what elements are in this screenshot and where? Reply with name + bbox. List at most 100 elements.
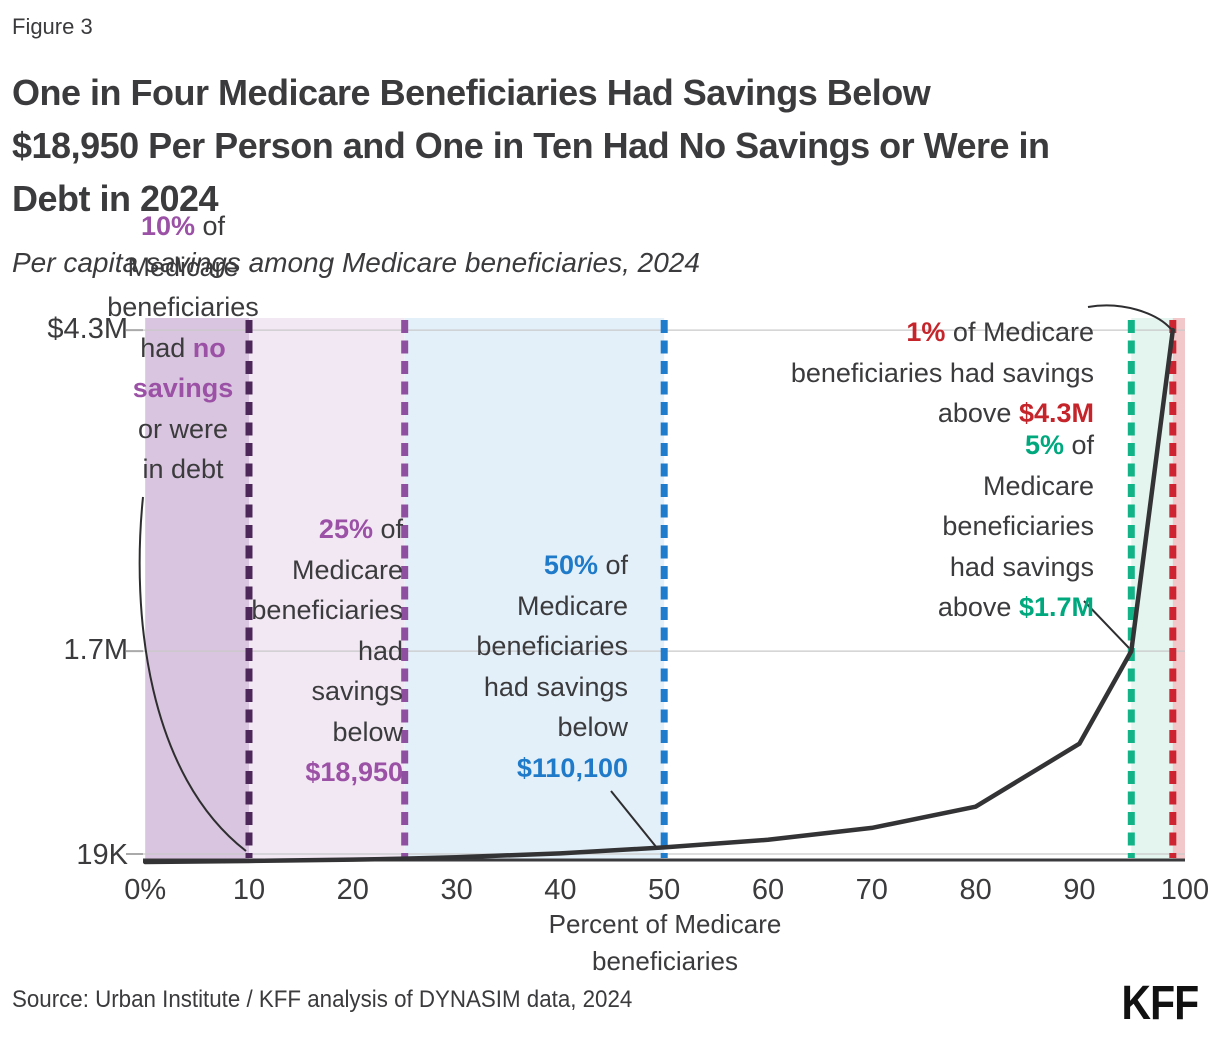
callout-99th-percentile (1087, 304, 1172, 330)
x-tick-label: 0% (124, 874, 167, 906)
annotation-text: Medicare (127, 251, 239, 282)
x-tick-label: 60 (751, 874, 785, 906)
annotation-line: $110,100 (385, 748, 628, 789)
annotation-text: Medicare (982, 470, 1094, 501)
callout-95th-percentile (1083, 600, 1130, 649)
annotation-line: 25% of (157, 509, 403, 550)
annotation-line: beneficiaries (774, 506, 1094, 547)
annotation-text: beneficiaries (942, 511, 1094, 541)
annotation-accent-text: $4.3M (1018, 398, 1094, 428)
annotation-line: below (385, 707, 628, 748)
percentile-band (145, 318, 249, 860)
percentile-band (404, 318, 665, 860)
annotation-line: Medicare (157, 550, 403, 591)
x-tick-label: 80 (959, 874, 992, 906)
annotation-text: or were (137, 413, 229, 444)
annotation-line: 5% of (774, 425, 1094, 466)
callout-10th-percentile (138, 496, 247, 852)
annotation-text: in debt (142, 454, 224, 484)
x-tick-label: 70 (855, 874, 888, 906)
annotation-note-10: 10% of Medicare beneficiaries had no savings… (85, 206, 281, 490)
annotation-text: of (372, 514, 403, 544)
x-tick-label: 40 (544, 874, 577, 906)
annotation-line: 10% of (85, 206, 281, 247)
annotation-accent-text: 10% (140, 211, 195, 241)
x-axis-title-line: Percent of Medicare (548, 909, 782, 939)
annotation-text: beneficiaries had savings (790, 357, 1094, 388)
x-tick-label: 50 (648, 874, 681, 906)
title-line: $18,950 Per Person and One in Ten Had No… (12, 125, 1050, 166)
annotation-line: 1% of Medicare (670, 312, 1094, 353)
annotation-accent-text: $110,100 (516, 752, 628, 783)
annotation-text: above (937, 398, 1019, 428)
annotation-accent-text: $18,950 (305, 757, 403, 787)
annotation-line: or were (85, 409, 281, 450)
annotation-line: below (157, 712, 403, 753)
x-axis-title: Percent of Medicare beneficiaries (465, 906, 865, 980)
y-tick-label: $4.3M (47, 313, 128, 346)
annotation-note-1: 1% of Medicare beneficiaries had savings a… (670, 312, 1094, 434)
kff-logo: KFF (1121, 977, 1199, 1030)
annotation-line: Medicare (774, 466, 1094, 507)
annotation-text: below (557, 712, 628, 742)
annotation-text: below (332, 716, 403, 747)
x-axis-title-line: beneficiaries (592, 946, 738, 976)
annotation-line: above $4.3M (670, 393, 1094, 434)
annotation-text: beneficiaries (476, 631, 628, 661)
x-tick-label: 90 (1063, 874, 1096, 906)
annotation-line: had savings (774, 547, 1094, 588)
y-tick-label: 19K (76, 839, 128, 871)
annotation-text: of Medicare (945, 317, 1094, 347)
annotation-text: had (140, 332, 193, 363)
annotation-text: of (1063, 430, 1094, 460)
savings-curve (142, 327, 1176, 865)
title-line: One in Four Medicare Beneficiaries Had S… (12, 72, 931, 113)
annotation-text: above (937, 592, 1019, 622)
x-tick-label: 10 (232, 874, 266, 906)
annotation-text: had (357, 635, 403, 666)
page-title: One in Four Medicare Beneficiaries Had S… (12, 66, 1207, 225)
annotation-accent-text: 1% (906, 317, 946, 347)
annotation-line: beneficiaries (385, 626, 628, 667)
annotation-text: beneficiaries (251, 595, 403, 625)
annotation-text: had savings (949, 551, 1094, 582)
annotation-text: beneficiaries (107, 292, 259, 322)
y-tick-label: 1.7M (63, 634, 128, 667)
annotation-accent-text: savings (132, 373, 234, 403)
annotation-line: Medicare (385, 586, 628, 627)
annotation-accent-text: 5% (1024, 430, 1064, 460)
annotation-accent-text: 50% (543, 550, 598, 580)
callout-median (610, 790, 658, 849)
chart-subtitle: Per capita savings among Medicare benefi… (12, 247, 700, 278)
annotation-line: Medicare (85, 247, 281, 288)
annotation-line: 50% of (385, 545, 628, 586)
annotation-text: of (597, 550, 628, 580)
annotation-note-50: 50% of Medicare beneficiaries had savings be… (385, 545, 628, 788)
annotation-line: above $1.7M (774, 587, 1094, 628)
annotation-line: had savings (385, 667, 628, 708)
annotation-text: of (195, 211, 226, 241)
annotation-line: savings (157, 671, 403, 712)
x-tick-label: 30 (440, 874, 473, 906)
annotation-text: Medicare (291, 554, 403, 585)
title-line: Debt in 2024 (12, 178, 219, 219)
annotation-line: $18,950 (157, 752, 403, 793)
annotation-accent-text: no (192, 332, 226, 363)
annotation-accent-text: 25% (318, 514, 373, 544)
annotation-text: savings (311, 676, 403, 706)
annotation-text: had savings (483, 671, 628, 702)
annotation-line: in debt (85, 449, 281, 490)
percentile-band (249, 318, 405, 860)
annotation-line: savings (85, 368, 281, 409)
annotation-line: beneficiaries (157, 590, 403, 631)
annotation-text: Medicare (516, 590, 628, 621)
x-tick-label: 20 (336, 874, 369, 906)
annotation-line: beneficiaries (85, 287, 281, 328)
annotation-note-5: 5% of Medicare beneficiaries had savings abo… (774, 425, 1094, 628)
annotation-line: had (157, 631, 403, 672)
annotation-accent-text: $1.7M (1018, 592, 1094, 622)
annotation-line: had no (85, 328, 281, 369)
annotation-line: beneficiaries had savings (670, 353, 1094, 394)
annotation-note-25: 25% of Medicare beneficiaries had savings bel… (157, 509, 403, 793)
